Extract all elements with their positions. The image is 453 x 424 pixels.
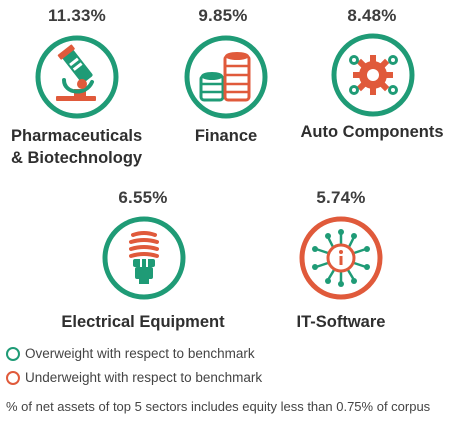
sector-name-auto: Auto Components xyxy=(300,123,444,141)
footnote: % of net assets of top 5 sectors include… xyxy=(6,399,431,414)
legend-underweight-label: Underweight with respect to benchmark xyxy=(25,370,263,385)
sector-percent-it: 5.74% xyxy=(316,188,366,207)
sector-percent-electrical: 6.55% xyxy=(118,188,168,207)
sector-name-finance: Finance xyxy=(194,127,258,145)
sector-percent-pharma: 11.33% xyxy=(48,6,106,25)
sector-percent-finance: 9.85% xyxy=(198,6,248,25)
gears-icon xyxy=(331,33,415,117)
coins-icon xyxy=(184,35,268,119)
sector-name-pharma: Pharmaceuticals & Biotechnology xyxy=(11,125,142,169)
legend-overweight-label: Overweight with respect to benchmark xyxy=(25,346,255,361)
sector-percent-auto: 8.48% xyxy=(347,6,397,25)
sector-name-line2: & Biotechnology xyxy=(11,149,143,167)
underweight-dot-icon xyxy=(6,370,20,385)
sector-name-electrical: Electrical Equipment xyxy=(61,313,225,331)
circuit-chip-icon xyxy=(299,216,383,300)
legend-overweight: Overweight with respect to benchmark xyxy=(6,346,255,361)
microscope-icon xyxy=(35,35,119,119)
cfl-bulb-icon xyxy=(102,216,186,300)
overweight-dot-icon xyxy=(6,346,20,361)
sector-name-line1: Pharmaceuticals xyxy=(11,127,143,145)
sector-name-it: IT-Software xyxy=(296,313,386,331)
legend-underweight: Underweight with respect to benchmark xyxy=(6,370,262,385)
